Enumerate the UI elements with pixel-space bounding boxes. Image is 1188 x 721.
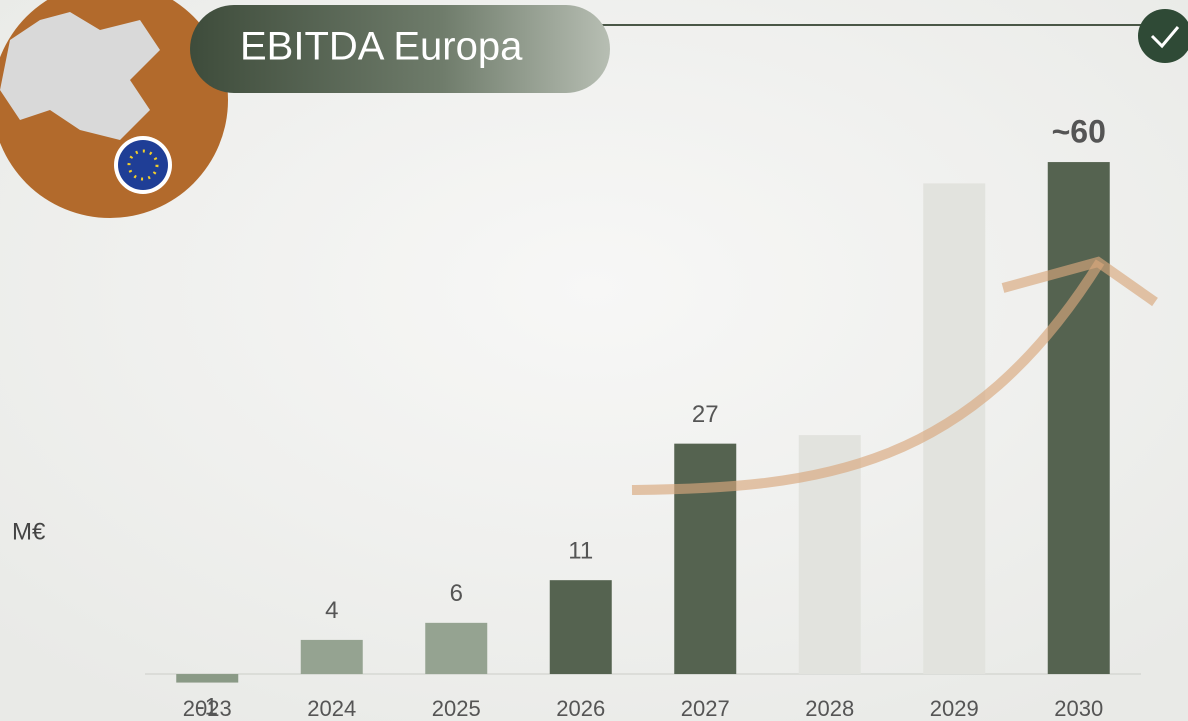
bar [176,674,239,683]
unit-label: M€ [12,518,46,545]
value-label: ~60 [1052,114,1106,150]
title-pill [190,5,610,93]
bar [425,622,488,675]
bar [549,580,612,675]
bar [674,443,737,675]
x-tick-label: 2029 [930,696,979,721]
value-label: 27 [692,401,719,428]
x-tick-label: 2028 [805,696,854,721]
value-label: -1 [197,693,218,720]
check-badge [1138,9,1188,63]
growth-arrow-head [1001,256,1158,307]
europe-map [0,12,160,140]
x-tick-label: 2026 [556,696,605,721]
x-tick-label: 2024 [307,696,356,721]
x-tick-label: 2030 [1054,696,1103,721]
check-mark [1150,26,1180,49]
growth-arrow [631,259,1105,495]
value-label: 11 [568,538,593,565]
bar [1047,162,1110,675]
x-tick-label: 2023 [183,696,232,721]
value-label: 4 [325,597,338,624]
x-tick-label: 2027 [681,696,730,721]
chart-title: EBITDA Europa [240,25,523,69]
eu-stars [127,149,159,181]
x-tick-label: 2025 [432,696,481,721]
eu-flag [118,140,168,190]
bar [300,639,363,675]
value-label: 6 [450,580,463,607]
